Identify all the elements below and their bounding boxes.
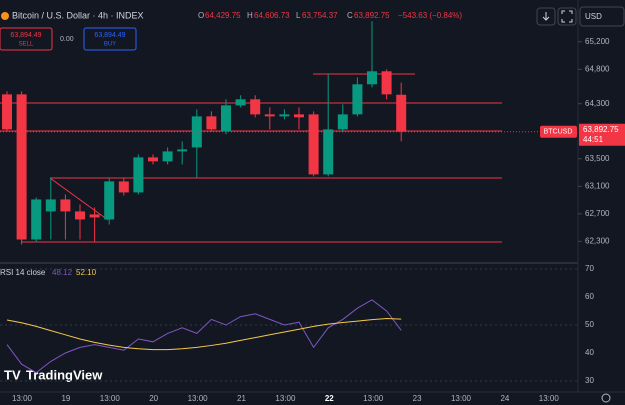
candle-body [31, 199, 42, 240]
candle-body [396, 94, 407, 132]
x-tick-label: 20 [149, 394, 158, 403]
watermark: TradingView [26, 367, 103, 382]
ohlc-label: C [347, 11, 353, 20]
currency-select[interactable] [579, 6, 625, 27]
change: −543.63 (−0.84%) [398, 11, 462, 20]
fullscreen-button[interactable] [557, 7, 577, 26]
candle-body [118, 181, 129, 193]
watermark-logo: TV [4, 367, 21, 382]
x-tick-label: 23 [413, 394, 422, 403]
sell-label: SELL [19, 42, 34, 48]
currency: USD [585, 12, 602, 21]
x-tick-label: 19 [61, 394, 70, 403]
indicator-line [6, 318, 402, 351]
y-tick-label: 64,300 [585, 99, 610, 108]
x-tick-label: 24 [500, 394, 509, 403]
spread: 0.00 [60, 36, 74, 43]
y-tick-label: 63,500 [585, 154, 610, 163]
buy-label: BUY [104, 42, 116, 48]
y-tick-label: 63,100 [585, 181, 610, 190]
y-tick-label: 62,700 [585, 209, 610, 218]
symbol-box [540, 125, 577, 138]
fullscreen-icon [561, 10, 573, 23]
x-tick-label: 21 [237, 394, 246, 403]
candle-body [104, 181, 115, 220]
rsi-ma-value: 52.10 [76, 268, 97, 277]
candle-body [308, 114, 319, 175]
download-button[interactable] [536, 7, 556, 26]
candle-body [177, 149, 188, 152]
candle-body [133, 157, 144, 193]
download-icon [542, 12, 550, 21]
candle-body [221, 105, 231, 132]
candle-body [206, 116, 217, 130]
candle-body [367, 71, 377, 85]
ohlc-label: L [296, 11, 301, 20]
sell-button[interactable] [0, 27, 53, 51]
price-box [579, 123, 625, 146]
rsi-value: 48.12 [52, 268, 73, 277]
countdown: 44:51 [583, 135, 604, 144]
drawn-line [49, 177, 109, 221]
candle-body [191, 116, 202, 148]
rsi-title: RSI 14 close [0, 268, 46, 277]
x-tick-label: 13:00 [451, 394, 472, 403]
ohlc-value: 64,606.73 [254, 11, 290, 20]
candle-body [16, 94, 27, 240]
y-tick-label: 70 [585, 264, 594, 273]
candle-body [162, 151, 173, 162]
y-tick-label: 40 [585, 348, 594, 357]
symbol-title: Bitcoin / U.S. Dollar · 4h · INDEX [12, 10, 144, 20]
candle-body [323, 129, 334, 175]
ohlc-value: 63,754.37 [302, 11, 338, 20]
candle-body [337, 114, 348, 130]
drawings [0, 73, 502, 243]
x-tick-label: 13:00 [12, 394, 33, 403]
x-tick-label: 13:00 [539, 394, 560, 403]
candle-body [45, 199, 56, 212]
x-tick-label: 13:00 [100, 394, 121, 403]
buy-button[interactable] [83, 27, 137, 51]
candle-body [294, 114, 304, 118]
x-tick-label: 22 [325, 394, 334, 403]
sell-price: 63,894.49 [10, 32, 41, 39]
candle-body [352, 84, 363, 115]
candle-body [75, 211, 85, 220]
y-tick-label: 65,200 [585, 37, 610, 46]
candle-body [381, 71, 392, 95]
ohlc-label: H [247, 11, 253, 20]
symbol-label: BTCUSD [544, 129, 573, 136]
candle-body [235, 99, 246, 106]
y-tick-label: 50 [585, 320, 594, 329]
buy-price: 63,894.49 [94, 32, 125, 39]
ohlc-label: O [198, 11, 204, 20]
candle-body [250, 99, 261, 115]
price-label: 63,892.75 [583, 125, 619, 134]
symbol-icon [1, 12, 9, 20]
y-tick-label: 60 [585, 292, 594, 301]
y-tick-label: 30 [585, 376, 594, 385]
candle-body [60, 199, 71, 212]
candle-body [264, 114, 275, 117]
candle-body [148, 157, 158, 162]
settings-icon[interactable] [601, 393, 611, 403]
x-tick-label: 13:00 [275, 394, 296, 403]
y-tick-label: 62,300 [585, 236, 610, 245]
x-tick-label: 13:00 [363, 394, 384, 403]
candle-body [89, 214, 100, 218]
ohlc-value: 64,429.75 [205, 11, 241, 20]
candle-body [279, 114, 290, 117]
candle-body [2, 94, 12, 130]
y-tick-label: 64,800 [585, 64, 610, 73]
x-tick-label: 13:00 [188, 394, 209, 403]
ohlc-value: 63,892.75 [354, 11, 390, 20]
